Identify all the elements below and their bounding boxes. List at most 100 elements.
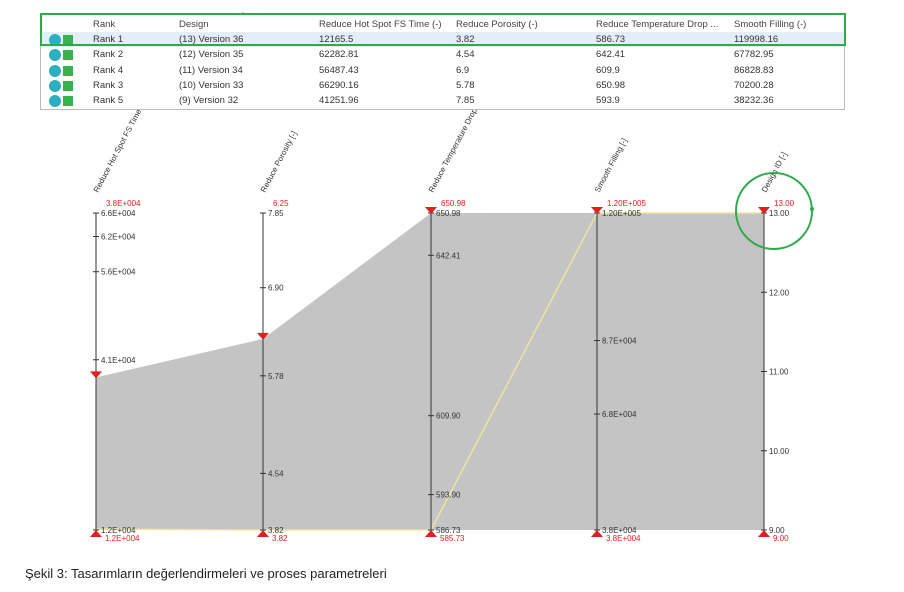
tick-label: 13.00 [769, 209, 790, 218]
status-square-icon [63, 80, 73, 91]
status-circle-icon [49, 64, 61, 77]
status-circle-icon [49, 34, 61, 46]
table-cell: (11) Version 34 [179, 64, 243, 76]
filter-max-handle-icon[interactable] [90, 371, 102, 379]
tick-label: 5.6E+004 [101, 268, 136, 277]
tick-label: 6.2E+004 [101, 232, 136, 241]
table-row[interactable]: Rank 4 (11) Version 34 56487.43 6.9 609.9 868… [41, 63, 844, 78]
tick-label: 642.41 [436, 251, 461, 260]
tick-label: 6.6E+004 [101, 209, 136, 218]
filter-max-handle-icon[interactable] [758, 207, 770, 214]
table-cell: 593.9 [596, 95, 620, 107]
filter-max-handle-icon[interactable] [591, 207, 603, 214]
status-square-icon [63, 96, 73, 107]
table-cell: Rank 1 [93, 34, 124, 45]
table-cell: 5.78 [456, 79, 475, 91]
table-cell: 38232.36 [734, 95, 774, 107]
filter-max-handle-icon[interactable] [257, 332, 269, 340]
tick-label: 609.90 [436, 412, 461, 421]
tick-label: 12.00 [769, 288, 790, 297]
sort-indicator-icon[interactable]: ^ [241, 11, 245, 20]
table-cell: (13) Version 36 [179, 34, 244, 45]
status-circle-icon [49, 49, 61, 62]
table-cell: 4.54 [456, 49, 475, 61]
tick-label: 5.78 [268, 372, 284, 381]
filter-min-handle-icon[interactable] [758, 530, 770, 537]
tick-label: 3.82 [268, 526, 284, 535]
filter-min-label: 9.00 [773, 534, 789, 543]
tick-label: 7.85 [268, 209, 284, 218]
annotation-dot [810, 207, 814, 211]
table-cell: Rank 4 [93, 64, 124, 76]
table-cell: (9) Version 32 [179, 95, 239, 107]
filter-min-label: 3.8E+004 [606, 534, 641, 543]
column-header[interactable]: Reduce Porosity (-) [456, 19, 538, 30]
table-cell: (10) Version 33 [179, 79, 244, 91]
status-square-icon [63, 50, 73, 61]
filter-max-label: 1.20E+005 [607, 199, 646, 208]
tick-label: 9.00 [769, 526, 785, 535]
table-cell: 3.82 [456, 34, 475, 45]
axis-label: Reduce Temperature Drop During Filling [… [427, 110, 506, 194]
axis-label: Reduce Hot Spot FS Time [-] [92, 110, 148, 194]
table-cell: 41251.96 [319, 95, 359, 107]
filter-min-label: 1.2E+004 [105, 534, 140, 543]
status-circle-icon [49, 79, 61, 92]
table-row[interactable]: Rank 3 (10) Version 33 66290.16 5.78 650.98 7… [41, 78, 844, 93]
table-cell: 6.9 [456, 64, 470, 76]
table-cell: 650.98 [596, 79, 626, 91]
table-row[interactable]: Rank 2 (12) Version 35 62282.81 4.54 642.41 6… [41, 47, 844, 62]
filter-min-handle-icon[interactable] [425, 530, 437, 537]
filter-min-handle-icon[interactable] [257, 530, 269, 537]
column-header[interactable]: Rank [93, 19, 116, 30]
tick-label: 4.1E+004 [101, 356, 136, 365]
table-header: Rank Design Reduce Hot Spot FS Time (-) Red… [41, 17, 844, 32]
table-cell: 119998.16 [734, 34, 779, 45]
column-header[interactable]: Reduce Hot Spot FS Time (-) [319, 19, 442, 30]
table-cell: Rank 3 [93, 79, 124, 91]
axis-label: Smooth Filling [-] [593, 137, 629, 194]
tick-label: 1.2E+004 [101, 526, 136, 535]
filter-max-label: 3.8E+004 [106, 199, 141, 208]
table-cell: 7.85 [456, 95, 475, 107]
status-square-icon [63, 65, 73, 76]
table-cell: Rank 2 [93, 49, 124, 61]
tick-label: 593.90 [436, 491, 461, 500]
tick-label: 10.00 [769, 447, 790, 456]
tick-label: 650.98 [436, 209, 461, 218]
results-table: ^ Rank Design Reduce Hot Spot FS Time (-) R… [40, 11, 845, 110]
tick-label: 1.20E+005 [602, 209, 641, 218]
column-header[interactable]: Design [179, 19, 209, 30]
table-cell: 56487.43 [319, 64, 359, 76]
table-cell: 642.41 [596, 49, 626, 61]
column-header[interactable]: Reduce Temperature Drop ... [596, 19, 719, 30]
filter-max-label: 650.98 [441, 199, 466, 208]
status-circle-icon [49, 95, 61, 108]
filter-min-label: 585.73 [440, 534, 465, 543]
table-cell: 66290.16 [319, 79, 359, 91]
table-cell: 62282.81 [319, 49, 359, 61]
table-cell: 12165.5 [319, 34, 354, 45]
tick-label: 586.73 [436, 526, 461, 535]
table-cell: 70200.28 [734, 79, 774, 91]
tick-label: 3.8E+004 [602, 526, 637, 535]
filter-min-handle-icon[interactable] [90, 530, 102, 537]
table-row[interactable]: Rank 1 (13) Version 36 12165.5 3.82 586.73 11… [41, 32, 844, 47]
filter-max-label: 13.00 [774, 199, 795, 208]
tick-label: 8.7E+004 [602, 337, 637, 346]
table-cell: (12) Version 35 [179, 49, 244, 61]
table-cell: 86828.83 [734, 64, 774, 76]
column-header[interactable]: Smooth Filling (-) [734, 19, 807, 30]
axis-label: Reduce Porosity [-] [259, 130, 299, 194]
table-row[interactable]: Rank 5 (9) Version 32 41251.96 7.85 593.9 382… [41, 93, 844, 108]
filter-min-label: 3.82 [272, 534, 288, 543]
table-cell: 609.9 [596, 64, 620, 76]
table-cell: 586.73 [596, 34, 626, 45]
figure-caption: Şekil 3: Tasarımların değerlendirmeleri … [25, 566, 387, 581]
tick-label: 6.8E+004 [602, 410, 637, 419]
filter-min-handle-icon[interactable] [591, 530, 603, 537]
filter-max-handle-icon[interactable] [425, 207, 437, 214]
table-cell: Rank 5 [93, 95, 124, 107]
tick-label: 4.54 [268, 469, 284, 478]
status-square-icon [63, 35, 73, 45]
